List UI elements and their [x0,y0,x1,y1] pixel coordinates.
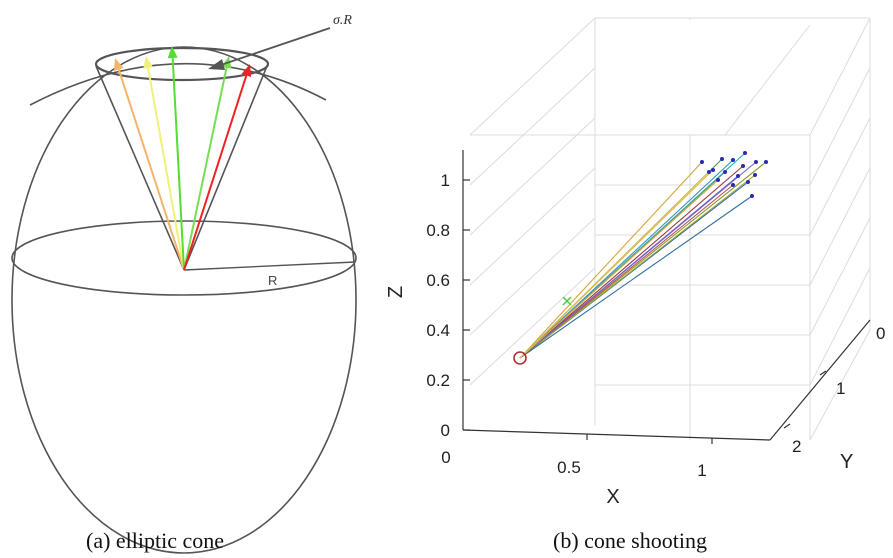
upper-arc [29,62,327,106]
cone-arrow [117,69,185,271]
ray-line [519,195,753,359]
ray-line [519,184,734,359]
ray-endpoint [731,183,735,187]
ray-endpoint [700,160,704,164]
ray-endpoint [711,168,715,172]
ray-endpoint [764,160,768,164]
x-axis-label: X [606,486,619,508]
ray-endpoint [731,158,735,162]
cone-top-ellipse [94,46,270,82]
ray-endpoint [741,164,745,168]
y-tick-label: 2 [792,437,801,456]
z-tick-label: 0.6 [426,271,450,290]
x-tick-label: 0.5 [557,458,581,477]
ray-endpoint [746,180,750,184]
target-marker [562,296,572,306]
ray-endpoint [720,157,724,161]
cone-arrowhead [241,64,252,77]
ray-line [519,174,756,359]
origin-marker [513,351,527,365]
equator-ellipse [11,220,357,296]
cone-arrowhead [143,56,154,69]
z-tick-label: 0.8 [426,221,450,240]
ray-endpoint [743,151,747,155]
elliptic-cone-figure: σ.R R [11,13,357,554]
plot-box [469,17,871,441]
ray-endpoint [716,178,720,182]
ray-line [519,175,739,359]
x-tick-label: 1 [697,461,706,480]
cone-arrow [183,75,248,271]
radius-label: R [268,273,277,288]
ray-endpoint [707,170,711,174]
z-tick-label: 1 [441,171,450,190]
y-tick-label: 0 [876,324,885,343]
z-tick-labels: 0 0.2 0.4 0.6 0.8 1 [426,171,450,440]
ray-endpoint [753,173,757,177]
cone-arrows [113,46,252,271]
outer-ellipsoid [11,46,357,554]
y-tick-marks [783,370,827,429]
z-tick-label: 0.4 [426,321,450,340]
ray-endpoint [736,174,740,178]
ray-endpoint [754,160,758,164]
z-tick-marks [463,179,470,431]
ray-line [519,171,710,359]
sigma-label: σ.R [333,13,352,28]
z-tick-label: 0.2 [426,371,450,390]
cone-arrow [171,57,185,271]
cone-arrow [147,67,185,271]
ray-line [519,165,744,359]
ray-line [519,179,719,359]
caption-a: (a) elliptic cone [86,528,224,553]
cone-arrowhead [113,58,124,71]
x-tick-label: 0 [441,448,450,467]
ray-endpoint [750,194,754,198]
ray-endpoint [723,170,727,174]
sigma-pointer-arrowhead [208,59,225,70]
z-tick-label: 0 [441,421,450,440]
y-axis-label: Y [840,451,853,473]
sigma-pointer-line [211,27,331,69]
x-tick-labels: 0 0.5 1 [441,448,706,480]
radius-line [183,261,356,271]
cone-right-edge [183,65,268,271]
cone-left-edge [95,65,185,271]
plot-axes [462,150,871,441]
cone-arrow [183,67,228,271]
y-tick-label: 1 [836,379,845,398]
x-tick-marks [586,434,713,444]
shooting-rays [519,151,768,359]
cone-arrowhead [167,46,178,59]
y-tick-labels: 0 1 2 [792,324,885,456]
caption-b: (b) cone shooting [553,528,707,553]
z-axis-label: Z [385,286,407,298]
ray-line [519,161,703,359]
cone-shooting-plot: 0 0.2 0.4 0.6 0.8 1 Z 0 0.5 1 X 0 1 2 Y [385,17,885,508]
